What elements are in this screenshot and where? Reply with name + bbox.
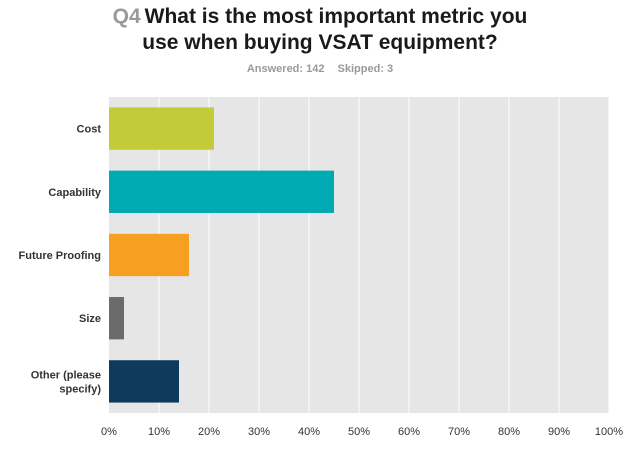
chart-title: Q4 What is the most important metric you … xyxy=(0,4,640,56)
bar-capability xyxy=(109,170,334,213)
x-tick-label: 30% xyxy=(248,426,270,438)
x-tick-label: 0% xyxy=(101,426,117,438)
question-title-line1: What is the most important metric you xyxy=(144,5,528,28)
bar-size xyxy=(109,297,124,340)
x-tick-label: 90% xyxy=(548,426,570,438)
title-line-1: Q4 What is the most important metric you xyxy=(0,4,640,30)
skipped-count: Skipped: 3 xyxy=(337,63,394,75)
x-tick-label: 20% xyxy=(198,426,220,438)
answered-count: Answered: 142 xyxy=(246,63,325,75)
x-tick-label: 60% xyxy=(398,426,420,438)
x-tick-label: 10% xyxy=(148,426,170,438)
bar-other-please-specify xyxy=(109,360,179,403)
response-stats: Answered: 142 Skipped: 3 xyxy=(0,63,640,75)
x-tick-label: 80% xyxy=(498,426,520,438)
bar-cost xyxy=(109,107,214,150)
x-tick-label: 40% xyxy=(298,426,320,438)
category-label: Cost xyxy=(77,124,102,136)
bar-future-proofing xyxy=(109,233,189,277)
category-label: Future Proofing xyxy=(19,250,102,262)
x-tick-label: 100% xyxy=(595,426,623,438)
x-tick-label: 50% xyxy=(348,426,370,438)
category-label: Other (please specify) xyxy=(31,369,102,395)
category-label: Size xyxy=(79,313,101,325)
question-title-line2: use when buying VSAT equipment? xyxy=(142,31,498,54)
question-number: Q4 xyxy=(112,5,141,28)
x-tick-label: 70% xyxy=(448,426,470,438)
category-label: Capability xyxy=(48,187,101,199)
